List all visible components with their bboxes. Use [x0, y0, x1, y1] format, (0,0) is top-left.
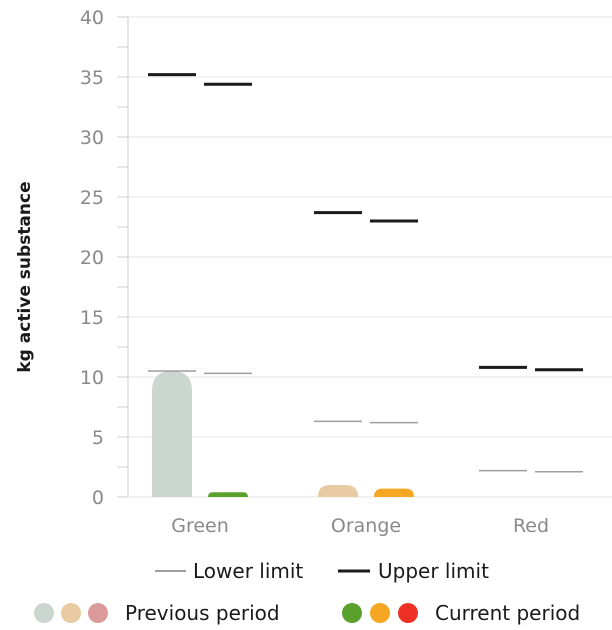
- upper-limit-legend-label: Upper limit: [378, 559, 489, 583]
- y-tick-label: 10: [80, 367, 104, 389]
- y-tick-label: 5: [92, 427, 104, 449]
- category-label: Green: [171, 515, 229, 537]
- bar: [152, 371, 192, 497]
- y-tick-label: 15: [80, 307, 104, 329]
- current-orange-swatch: [370, 603, 390, 623]
- bar: [318, 485, 358, 497]
- y-tick-label: 35: [80, 67, 104, 89]
- current-green-swatch: [342, 603, 362, 623]
- limit-lines: [148, 73, 583, 473]
- y-tick-label: 0: [92, 487, 104, 509]
- y-tick-label: 30: [80, 127, 104, 149]
- current-period-legend-label: Current period: [435, 601, 580, 625]
- y-tick-label: 20: [80, 247, 104, 269]
- grid-lines: [128, 16, 612, 498]
- current-red-swatch: [398, 603, 418, 623]
- y-axis-label: kg active substance: [15, 181, 35, 372]
- previous-orange-swatch: [61, 603, 81, 623]
- category-label: Orange: [331, 515, 401, 537]
- bar: [374, 488, 414, 497]
- bars: [152, 371, 414, 497]
- category-label: Red: [513, 515, 549, 537]
- lower-limit-legend-label: Lower limit: [193, 559, 303, 583]
- previous-period-legend-label: Previous period: [125, 601, 280, 625]
- previous-green-swatch: [34, 603, 54, 623]
- y-tick-label: 40: [80, 7, 104, 29]
- previous-red-swatch: [88, 603, 108, 623]
- bar: [208, 492, 248, 497]
- period-legend: Previous period Current period: [34, 601, 580, 625]
- y-axis-ticks: 0 5 10 15 20 25 30 35 40: [80, 7, 129, 509]
- limits-legend: Lower limit Upper limit: [155, 559, 489, 583]
- category-labels: Green Orange Red: [171, 515, 549, 537]
- y-tick-label: 25: [80, 187, 104, 209]
